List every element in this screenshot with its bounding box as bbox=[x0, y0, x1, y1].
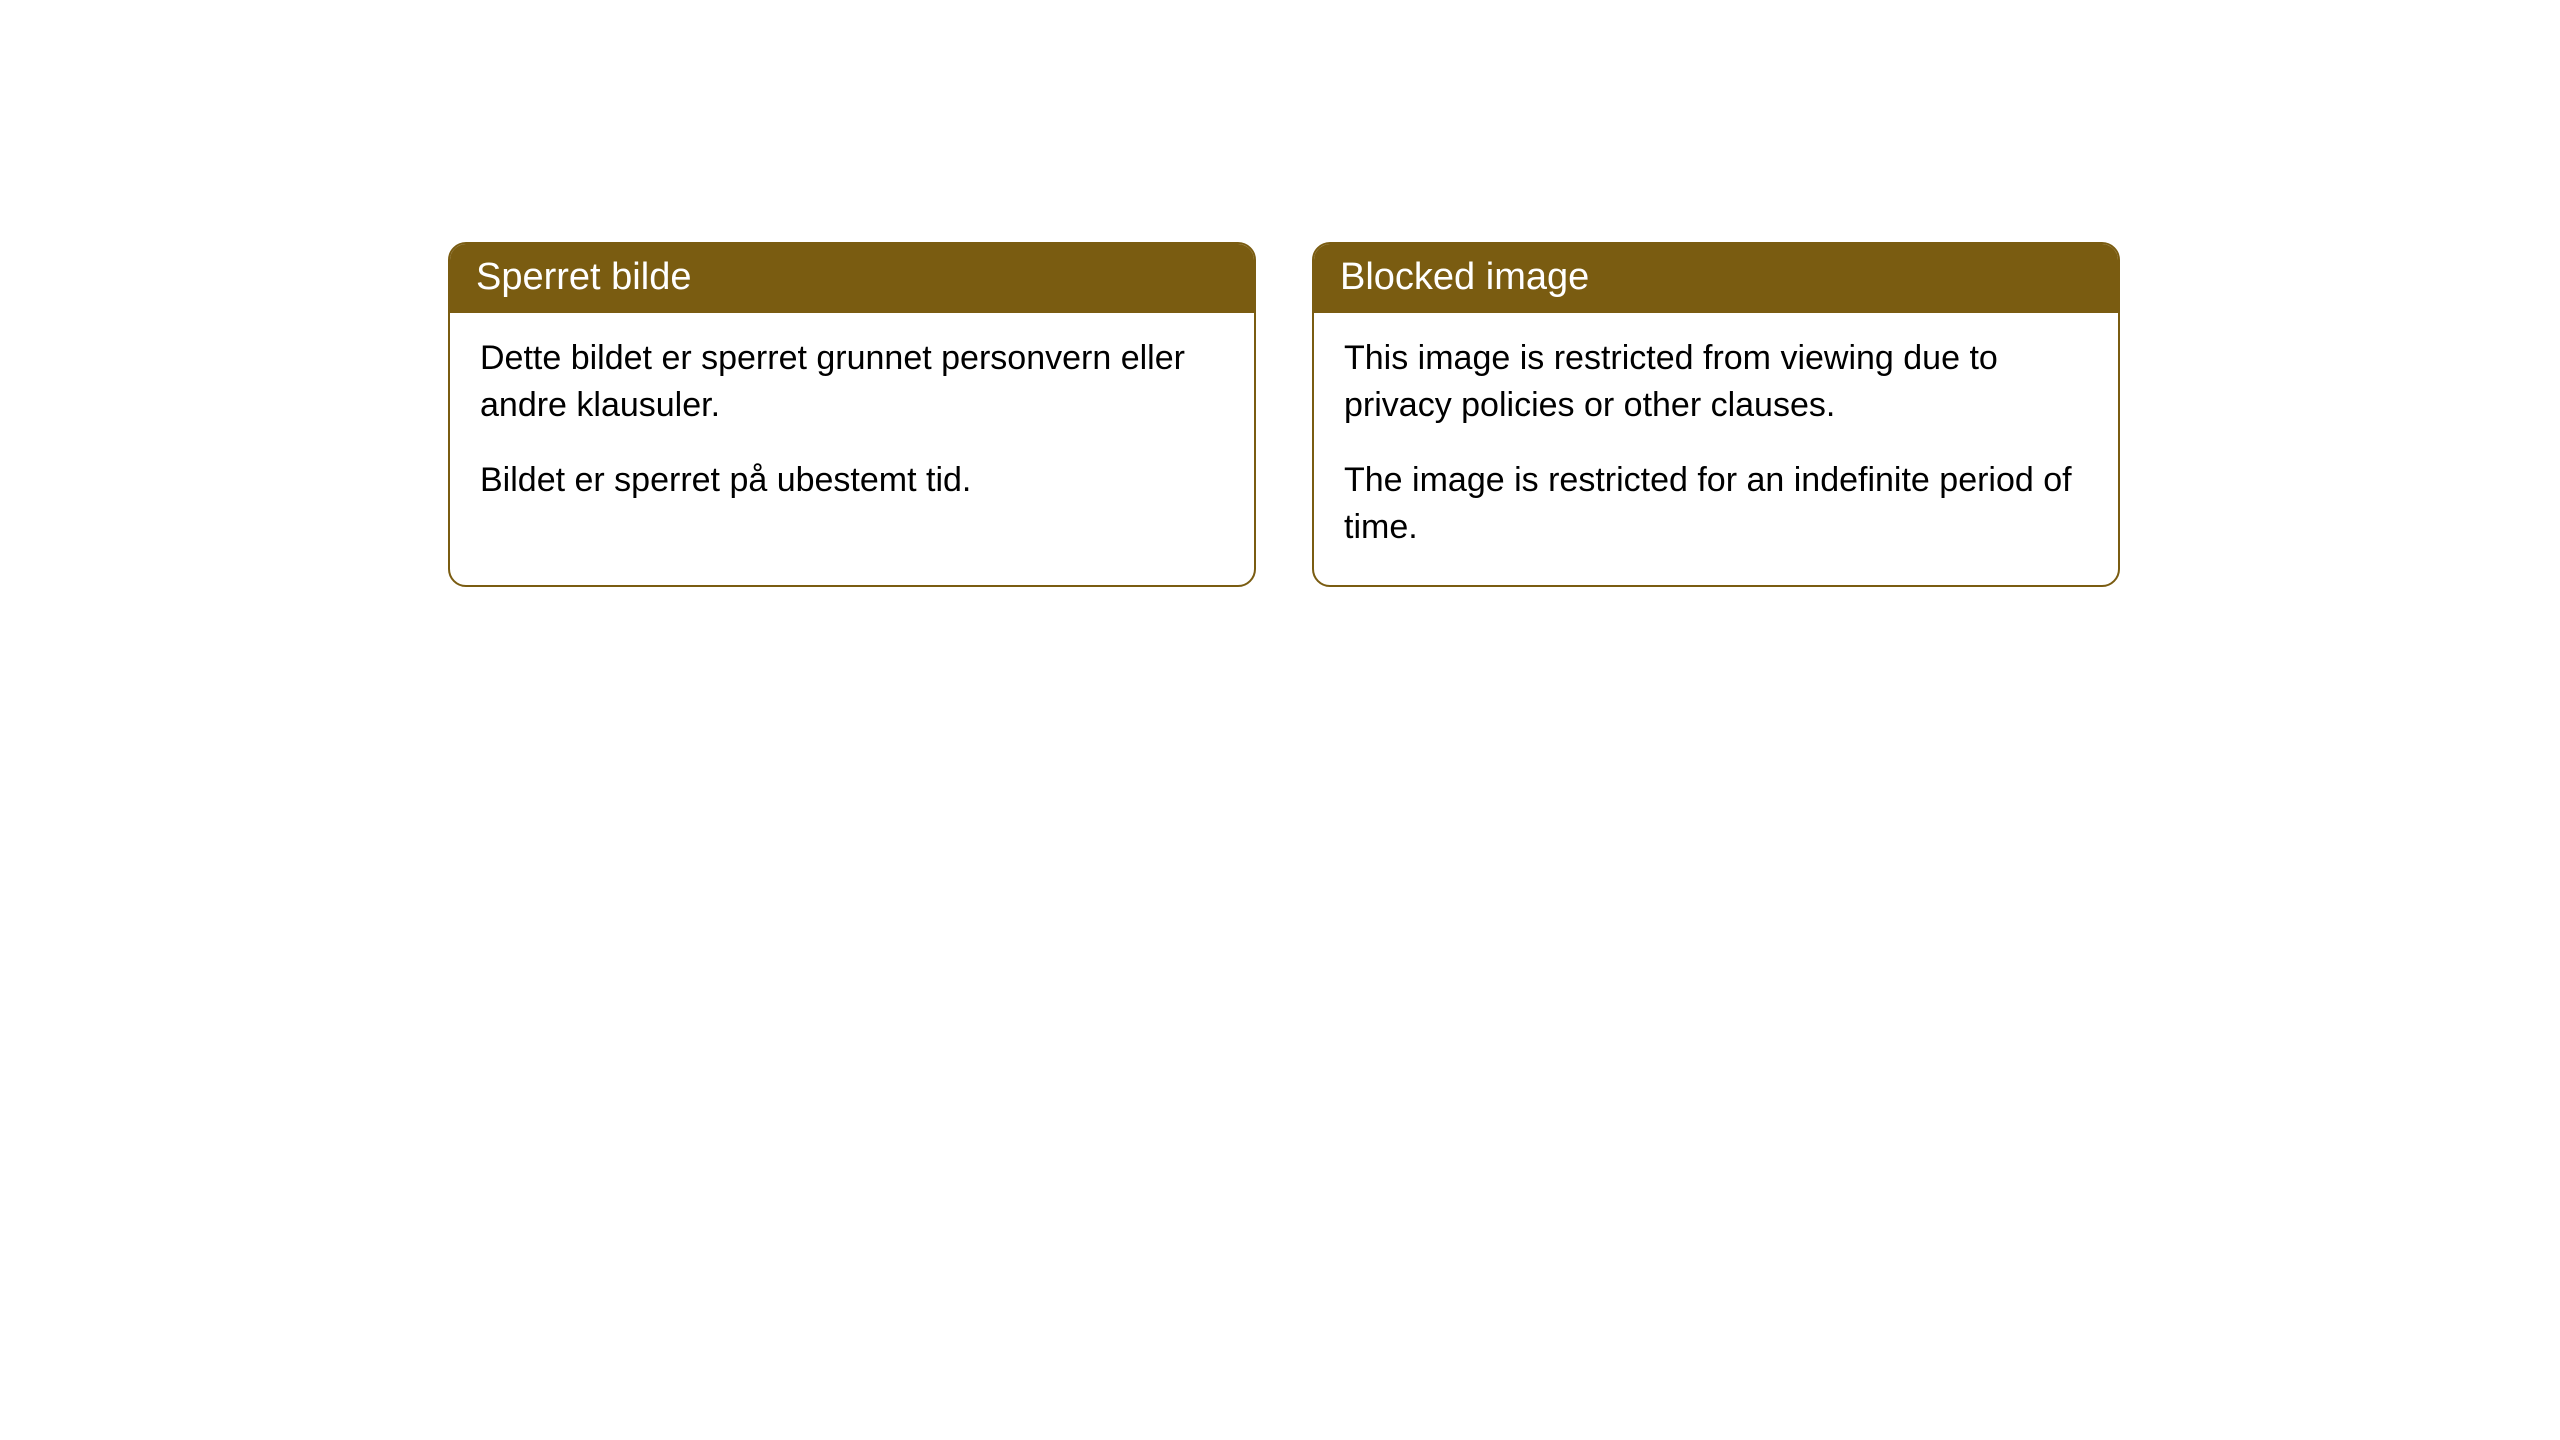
card-paragraph: Dette bildet er sperret grunnet personve… bbox=[480, 335, 1224, 429]
card-title: Blocked image bbox=[1314, 244, 2118, 313]
blocked-image-card-english: Blocked image This image is restricted f… bbox=[1312, 242, 2120, 587]
card-body: This image is restricted from viewing du… bbox=[1314, 313, 2118, 585]
blocked-image-card-norwegian: Sperret bilde Dette bildet er sperret gr… bbox=[448, 242, 1256, 587]
card-body: Dette bildet er sperret grunnet personve… bbox=[450, 313, 1254, 538]
card-paragraph: Bildet er sperret på ubestemt tid. bbox=[480, 457, 1224, 504]
card-paragraph: The image is restricted for an indefinit… bbox=[1344, 457, 2088, 551]
card-paragraph: This image is restricted from viewing du… bbox=[1344, 335, 2088, 429]
card-title: Sperret bilde bbox=[450, 244, 1254, 313]
notice-container: Sperret bilde Dette bildet er sperret gr… bbox=[0, 0, 2560, 587]
